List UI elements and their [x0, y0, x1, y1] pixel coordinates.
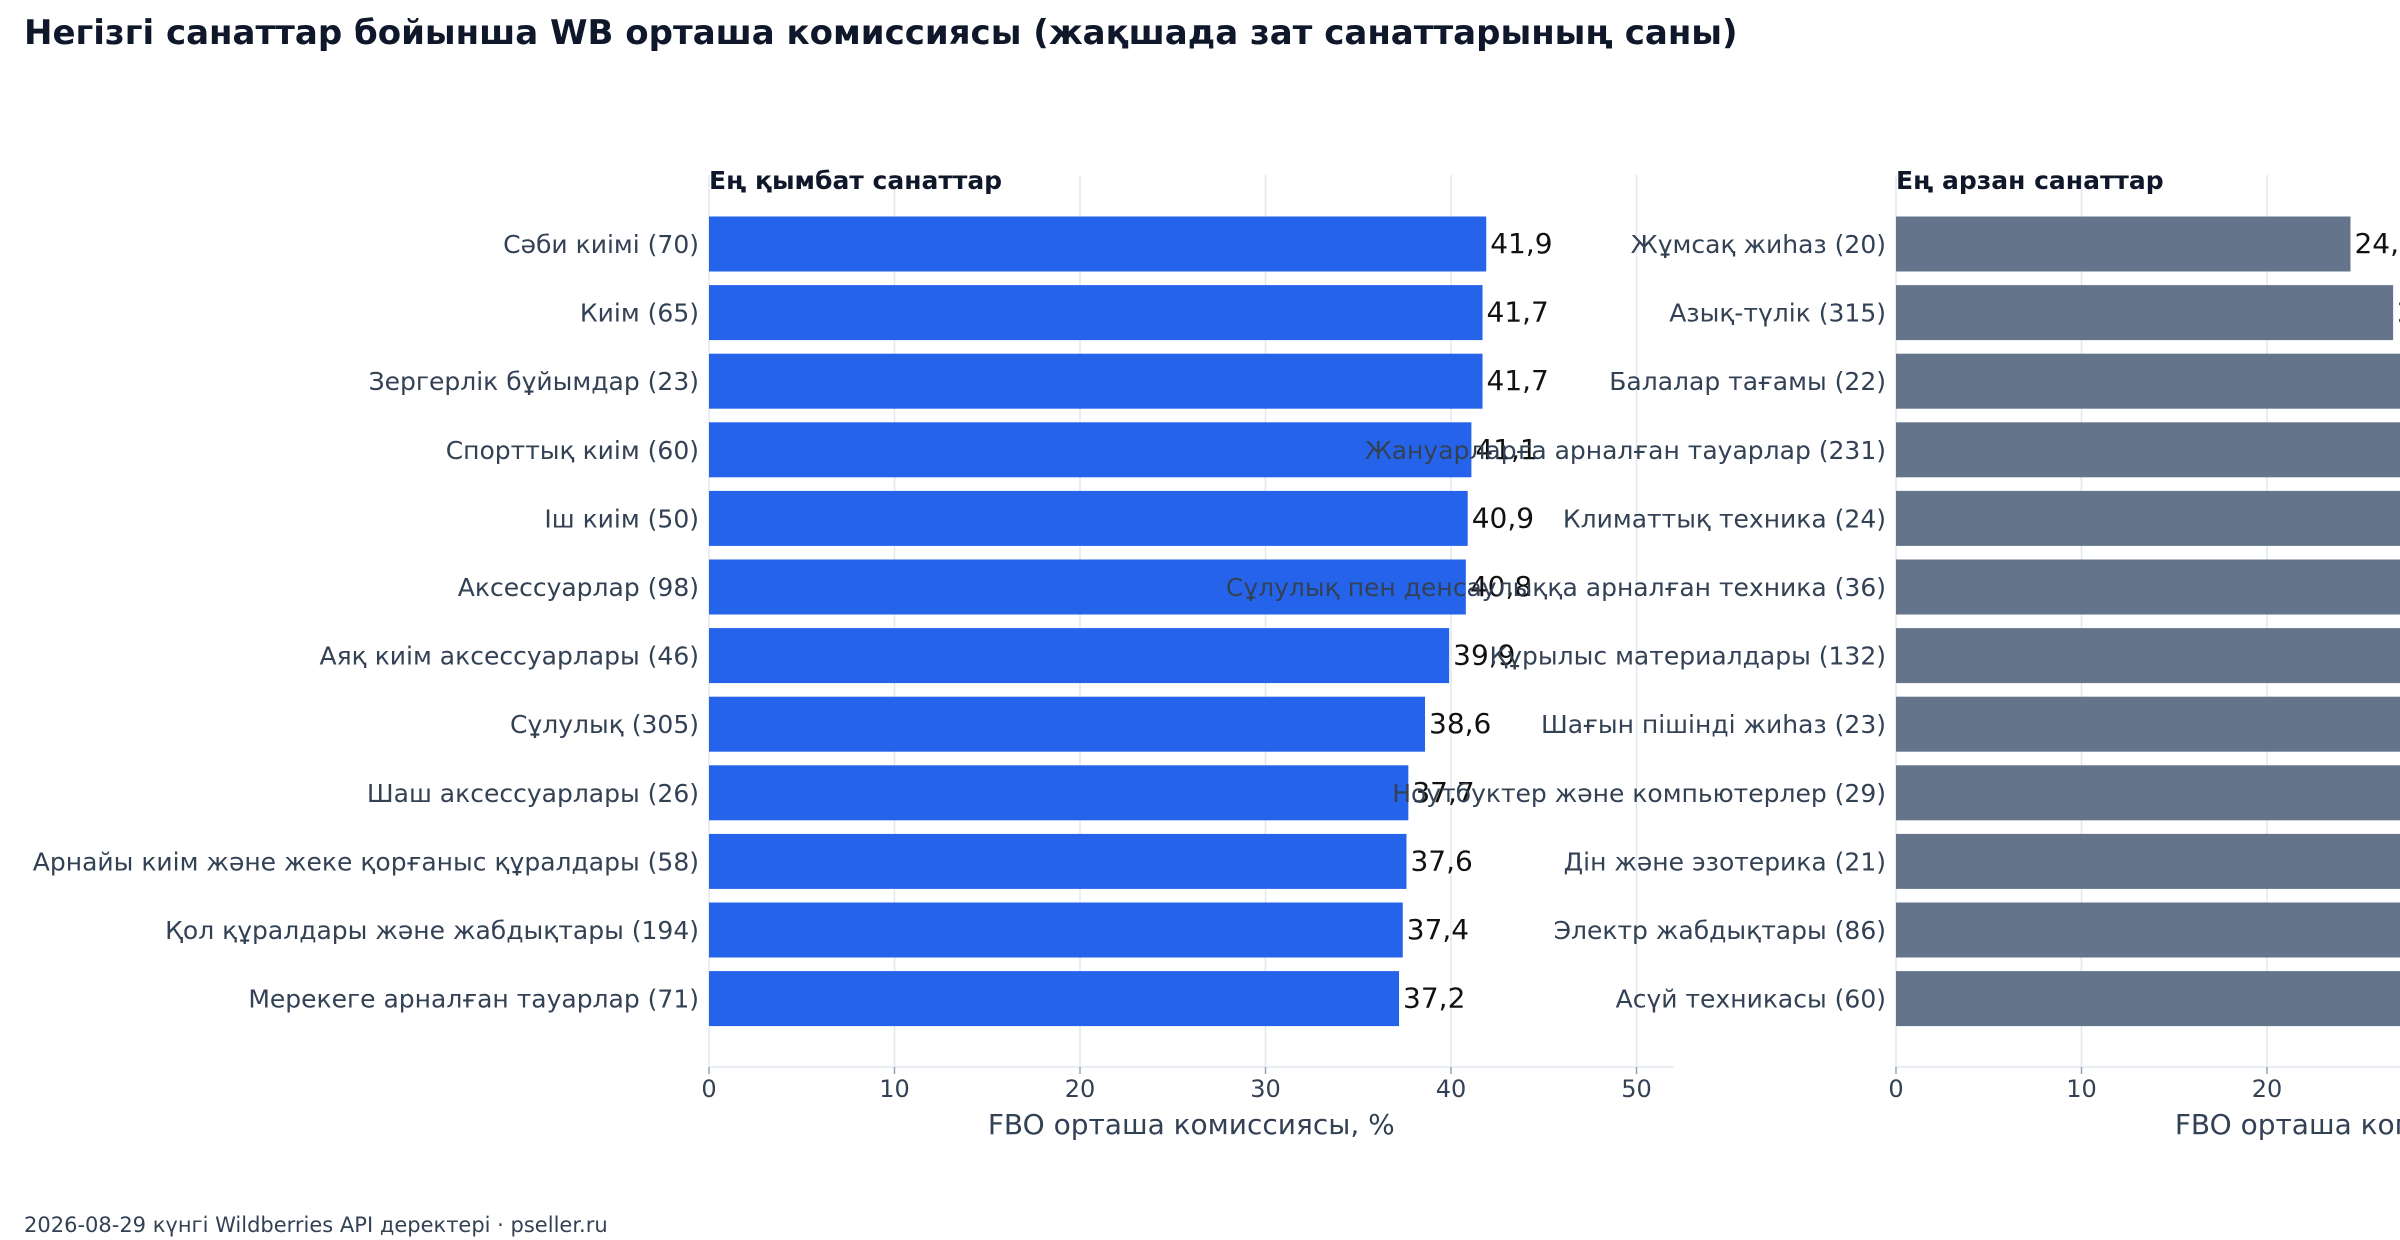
x-tick-label: 20 — [2252, 1075, 2283, 1103]
value-label: 38,6 — [1429, 707, 1491, 740]
category-label: Киім (65) — [580, 299, 699, 328]
category-label: Сұлулық (305) — [510, 710, 699, 739]
bar — [709, 490, 1468, 546]
bar — [709, 628, 1450, 684]
bar — [1896, 902, 2400, 958]
value-label: 37,7 — [1412, 776, 1474, 809]
value-label: 39,9 — [1453, 639, 1515, 672]
bar — [1896, 971, 2400, 1027]
value-label: 41,9 — [1490, 227, 1552, 260]
bar — [709, 833, 1407, 889]
bar — [709, 422, 1472, 478]
bar — [709, 971, 1400, 1027]
bar — [1896, 696, 2400, 752]
bar — [1896, 628, 2400, 684]
category-label: Сұлулық пен денсаулыққа арналған техника… — [1226, 573, 1886, 602]
value-label: 24,5 — [2354, 227, 2400, 260]
category-label: Зергерлік бұйымдар (23) — [369, 367, 699, 396]
value-label: 41,1 — [1475, 433, 1537, 466]
value-label: 37,2 — [1403, 982, 1465, 1015]
bar — [709, 285, 1483, 341]
bar — [709, 902, 1403, 958]
category-label: Аксессуарлар (98) — [458, 573, 699, 602]
value-label: 41,7 — [1487, 296, 1549, 329]
category-label: Азық-түлік (315) — [1669, 299, 1886, 328]
category-label: Мерекеге арналған тауарлар (71) — [248, 985, 699, 1014]
category-label: Балалар тағамы (22) — [1609, 367, 1886, 396]
panel-left: Ең қымбат санаттар Сәби киімі (70) 41,9 Киі… — [33, 166, 1674, 1141]
x-tick-label: 50 — [1621, 1075, 1652, 1103]
bar — [1896, 422, 2400, 478]
panel-title: Ең арзан санаттар — [1896, 166, 2164, 195]
category-label: Арнайы киім және жеке қорғаныс құралдары… — [33, 847, 699, 876]
category-label: Асүй техникасы (60) — [1616, 985, 1886, 1014]
bar — [709, 765, 1409, 821]
bar — [709, 353, 1483, 409]
x-tick-label: 30 — [1250, 1075, 1281, 1103]
x-tick-label: 10 — [879, 1075, 910, 1103]
value-label: 40,8 — [1470, 570, 1532, 603]
x-tick-label: 10 — [2066, 1075, 2097, 1103]
x-tick-label: 0 — [701, 1075, 716, 1103]
category-label: Жануарларға арналған тауарлар (231) — [1365, 436, 1886, 465]
category-label: Іш киім (50) — [544, 504, 699, 533]
category-label: Шағын пішінді жиһаз (23) — [1541, 710, 1886, 739]
category-label: Дін және эзотерика (21) — [1564, 847, 1886, 876]
x-axis-label: FBO орташа комиссиясы, % — [2175, 1108, 2400, 1141]
bar — [1896, 353, 2400, 409]
bar — [709, 696, 1426, 752]
category-label: Құрылыс материалдары (132) — [1490, 642, 1886, 671]
value-label: 37,6 — [1410, 844, 1472, 877]
category-label: Электр жабдықтары (86) — [1554, 916, 1886, 945]
category-label: Сәби киімі (70) — [503, 230, 699, 259]
bar — [1896, 559, 2400, 615]
value-label: 26,8 — [2397, 296, 2400, 329]
category-label: Шаш аксессуарлары (26) — [367, 779, 699, 808]
chart-title: Негізгі санаттар бойынша WB орташа комис… — [24, 13, 1738, 53]
bar — [1896, 765, 2400, 821]
bar — [1896, 285, 2394, 341]
value-label: 41,7 — [1487, 364, 1549, 397]
category-label: Спорттық киім (60) — [446, 436, 699, 465]
category-label: Климаттық техника (24) — [1563, 504, 1886, 533]
x-tick-label: 20 — [1065, 1075, 1096, 1103]
bar — [1896, 833, 2400, 889]
x-tick-label: 40 — [1436, 1075, 1467, 1103]
bar — [709, 216, 1487, 272]
x-axis-label: FBO орташа комиссиясы, % — [988, 1108, 1395, 1141]
x-tick-label: 0 — [1888, 1075, 1903, 1103]
category-label: Қол құралдары және жабдықтары (194) — [165, 916, 699, 945]
category-label: Ноутбуктер және компьютерлер (29) — [1392, 779, 1886, 808]
panel-title: Ең қымбат санаттар — [709, 166, 1002, 195]
bar — [1896, 490, 2400, 546]
footer-source: 2026-08-29 күнгі Wildberries API деректе… — [24, 1213, 608, 1237]
panel-right: Ең арзан санаттар Жұмсақ жиһаз (20) 24,5 Аз… — [1226, 166, 2400, 1141]
value-label: 37,4 — [1407, 913, 1469, 946]
bar — [709, 559, 1466, 615]
bar — [1896, 216, 2351, 272]
category-label: Жұмсақ жиһаз (20) — [1631, 230, 1886, 259]
category-label: Аяқ киім аксессуарлары (46) — [320, 642, 699, 671]
value-label: 40,9 — [1472, 501, 1534, 534]
